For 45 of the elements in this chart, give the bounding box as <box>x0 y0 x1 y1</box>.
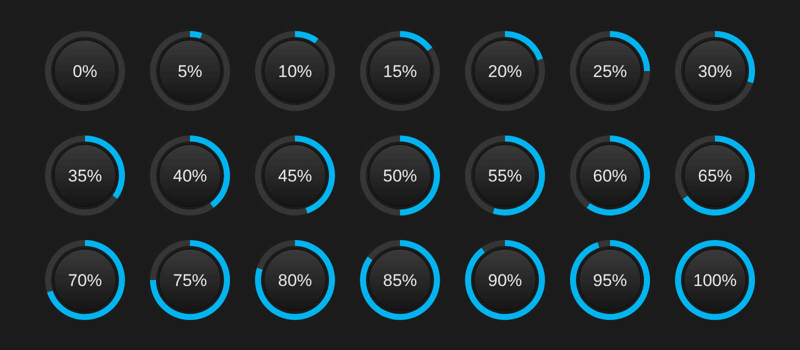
text: 80% <box>278 271 312 290</box>
text: 20% <box>488 62 522 81</box>
text: 65% <box>698 166 732 186</box>
donut-slice <box>368 240 400 260</box>
donut-slice <box>150 136 214 216</box>
text: 0% <box>72 62 98 81</box>
donut-slice <box>255 31 335 111</box>
donut-slice <box>150 240 230 320</box>
donut-slice <box>360 240 440 320</box>
donut-slice <box>46 240 125 320</box>
text: 70% <box>68 271 102 290</box>
donut-slice <box>465 240 545 320</box>
donut-slice <box>256 240 295 270</box>
text: 40% <box>172 166 208 186</box>
donut-slice <box>150 31 230 111</box>
text: 85% <box>382 271 418 290</box>
donut-slice <box>295 31 319 44</box>
donut-slice <box>586 136 650 216</box>
text: 30% <box>698 62 732 81</box>
donut-slice <box>190 31 202 39</box>
donut-slice <box>682 136 755 216</box>
donut-slice <box>570 31 650 111</box>
text: 55% <box>488 166 522 186</box>
donut-slice <box>360 31 440 111</box>
donut-slice <box>481 240 505 252</box>
text: 15% <box>382 62 418 81</box>
text: 35% <box>68 166 102 186</box>
text: 10% <box>278 62 312 81</box>
donut-slice <box>598 240 610 248</box>
donut-slice <box>505 31 544 60</box>
donut-slice <box>400 31 432 52</box>
text: 45% <box>278 166 312 186</box>
donut-slice <box>570 240 650 320</box>
donut-slice <box>255 240 335 320</box>
text: 75% <box>172 271 208 290</box>
donut-slice <box>675 31 754 111</box>
text: 25% <box>592 62 628 81</box>
text: 60% <box>592 166 628 186</box>
text: 90% <box>488 271 522 290</box>
donut-slice <box>465 31 545 111</box>
donut-slice <box>45 136 118 216</box>
text: 100% <box>693 271 737 290</box>
text: 5% <box>178 62 202 81</box>
text: 95% <box>592 271 628 290</box>
text: 50% <box>382 166 418 186</box>
